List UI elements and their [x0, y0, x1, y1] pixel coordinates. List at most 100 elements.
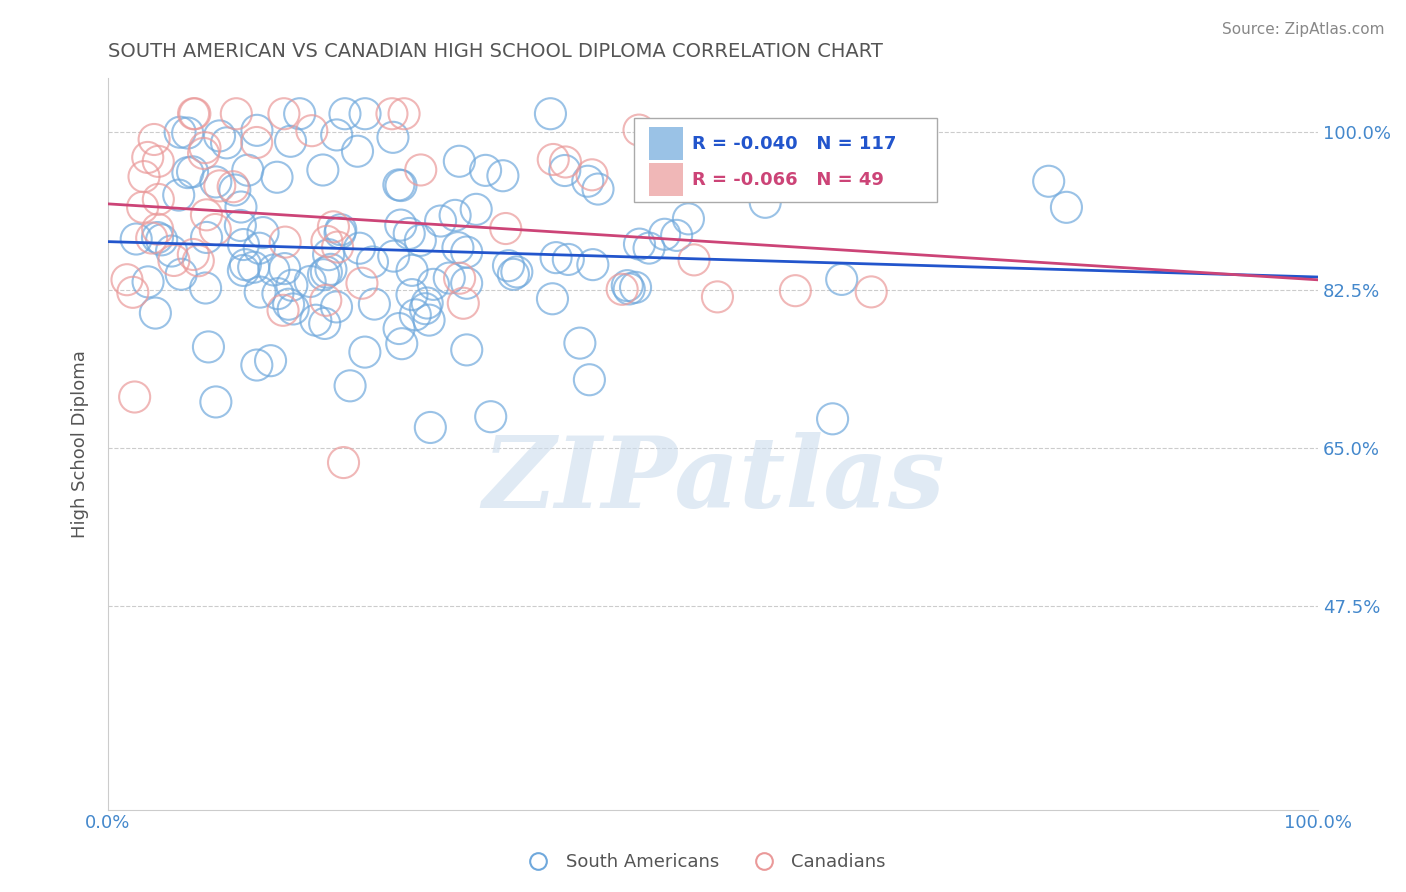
- Point: [398, 227, 420, 241]
- Point: [315, 293, 337, 308]
- Point: [252, 226, 274, 240]
- Point: [350, 277, 373, 291]
- Point: [683, 252, 706, 267]
- FancyBboxPatch shape: [650, 128, 683, 161]
- Point: [299, 275, 322, 289]
- Point: [301, 124, 323, 138]
- Point: [416, 296, 439, 310]
- Point: [232, 263, 254, 277]
- Point: [332, 456, 354, 470]
- Point: [616, 278, 638, 293]
- Point: [325, 128, 347, 142]
- Point: [610, 282, 633, 296]
- Point: [554, 163, 576, 178]
- Point: [479, 409, 502, 424]
- Point: [492, 169, 515, 183]
- Point: [195, 208, 218, 222]
- Point: [1054, 200, 1077, 214]
- Point: [541, 153, 564, 167]
- Point: [495, 221, 517, 235]
- Point: [453, 296, 475, 310]
- Point: [187, 253, 209, 268]
- Point: [821, 412, 844, 426]
- Point: [229, 200, 252, 214]
- Point: [281, 278, 304, 293]
- Point: [401, 287, 423, 301]
- Point: [389, 218, 412, 232]
- Point: [225, 107, 247, 121]
- Point: [247, 241, 270, 255]
- Point: [177, 166, 200, 180]
- Point: [163, 253, 186, 268]
- Y-axis label: High School Diploma: High School Diploma: [72, 350, 89, 538]
- Point: [538, 107, 561, 121]
- Point: [319, 262, 342, 277]
- Point: [506, 265, 529, 279]
- Point: [576, 174, 599, 188]
- Point: [329, 222, 352, 236]
- Point: [312, 163, 335, 178]
- Point: [283, 301, 305, 316]
- Point: [325, 300, 347, 314]
- Point: [418, 313, 440, 327]
- Point: [194, 281, 217, 295]
- Point: [860, 285, 883, 299]
- Point: [169, 125, 191, 139]
- Text: ZIPatlas: ZIPatlas: [482, 432, 945, 528]
- Point: [444, 208, 467, 222]
- Point: [346, 145, 368, 159]
- Point: [404, 308, 426, 322]
- Point: [502, 268, 524, 282]
- Point: [439, 271, 461, 285]
- Point: [143, 132, 166, 146]
- Point: [249, 285, 271, 299]
- Point: [208, 178, 231, 193]
- Point: [361, 255, 384, 269]
- Point: [176, 126, 198, 140]
- Point: [315, 265, 337, 279]
- Point: [184, 107, 207, 121]
- Point: [339, 379, 361, 393]
- Point: [183, 107, 205, 121]
- Point: [160, 244, 183, 258]
- Point: [274, 235, 297, 249]
- Text: R = -0.040   N = 117: R = -0.040 N = 117: [693, 136, 897, 153]
- Point: [389, 178, 412, 193]
- Point: [224, 183, 246, 197]
- Point: [541, 292, 564, 306]
- Point: [586, 182, 609, 196]
- Point: [381, 130, 404, 145]
- Point: [554, 155, 576, 169]
- Point: [678, 211, 700, 226]
- Point: [391, 336, 413, 351]
- Point: [208, 128, 231, 143]
- Point: [578, 373, 600, 387]
- Point: [115, 273, 138, 287]
- Point: [195, 230, 218, 244]
- Point: [181, 247, 204, 261]
- Point: [314, 317, 336, 331]
- Text: SOUTH AMERICAN VS CANADIAN HIGH SCHOOL DIPLOMA CORRELATION CHART: SOUTH AMERICAN VS CANADIAN HIGH SCHOOL D…: [108, 42, 883, 61]
- Point: [422, 277, 444, 292]
- Point: [326, 240, 349, 254]
- Point: [312, 268, 335, 282]
- Point: [148, 154, 170, 169]
- Point: [754, 195, 776, 210]
- Point: [305, 313, 328, 327]
- Point: [246, 123, 269, 137]
- Point: [456, 277, 478, 291]
- Point: [277, 297, 299, 311]
- Point: [568, 336, 591, 351]
- Point: [381, 107, 404, 121]
- Point: [273, 107, 295, 121]
- Point: [205, 395, 228, 409]
- Point: [267, 286, 290, 301]
- Point: [785, 284, 807, 298]
- Point: [419, 420, 441, 434]
- Point: [246, 358, 269, 372]
- Point: [627, 123, 650, 137]
- Point: [266, 170, 288, 185]
- Point: [429, 214, 451, 228]
- Point: [229, 219, 252, 233]
- Point: [246, 136, 269, 150]
